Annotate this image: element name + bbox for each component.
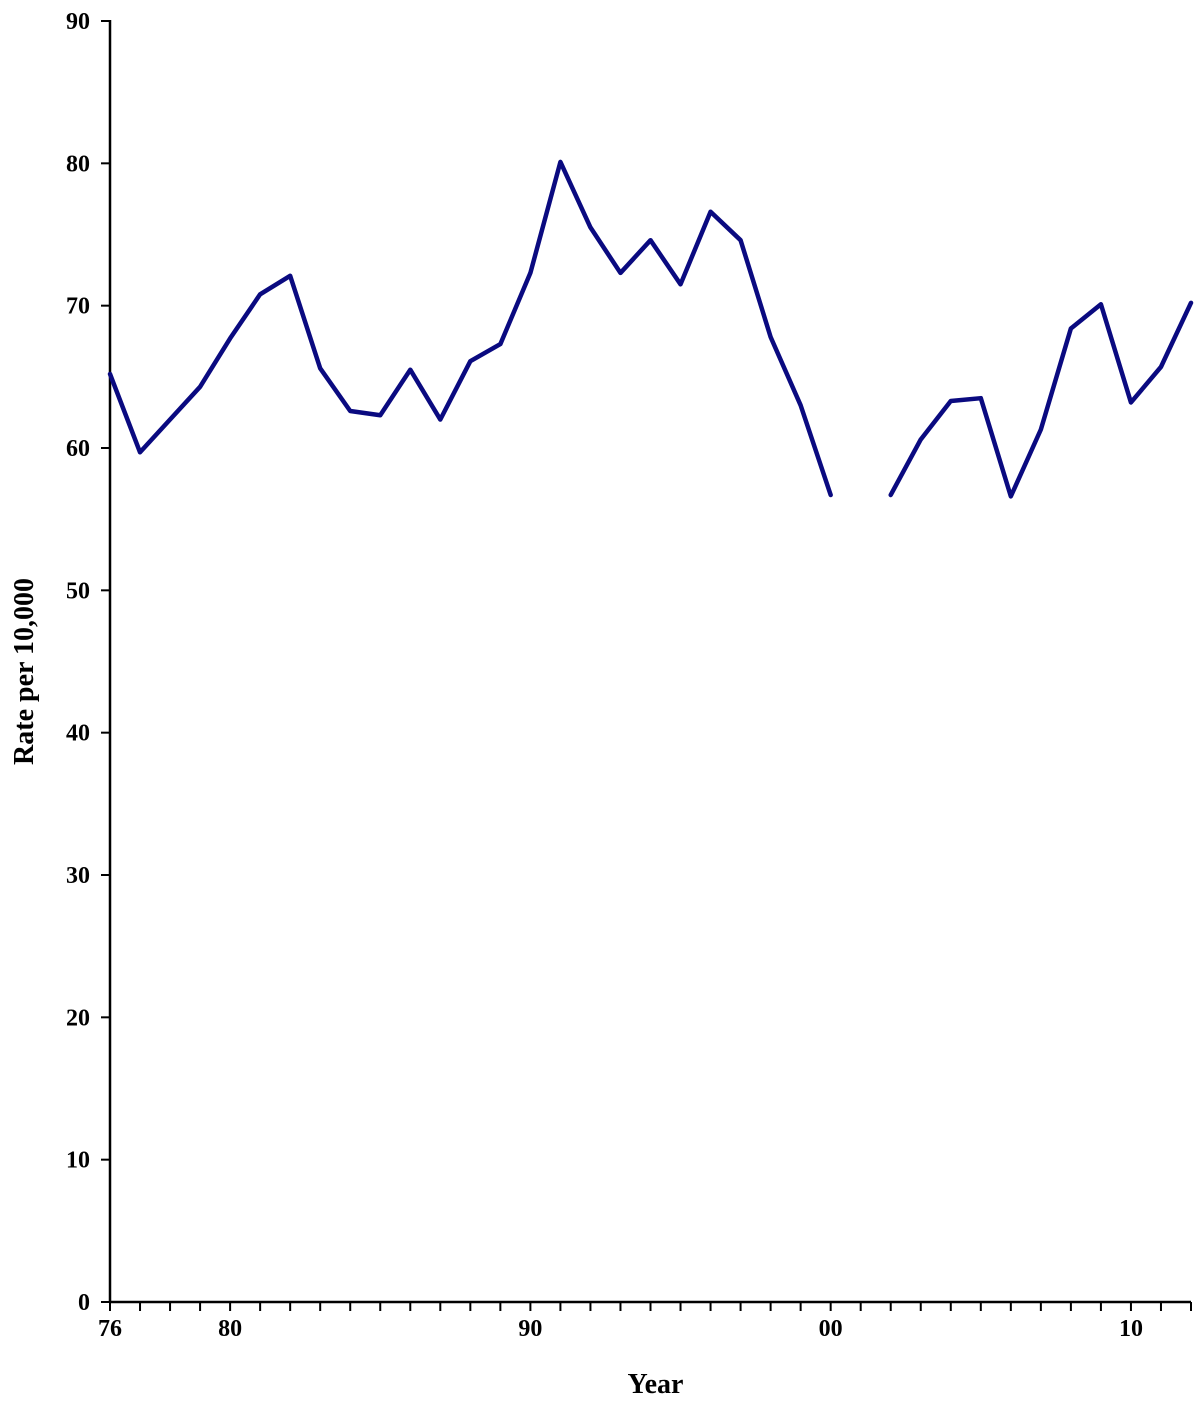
y-tick-label: 10 — [66, 1148, 90, 1174]
y-axis-ticks: 0 10 20 30 40 50 60 70 80 90 — [66, 9, 110, 1316]
y-tick-label: 60 — [66, 436, 90, 462]
x-axis-ticks: 76 80 90 00 10 — [98, 1302, 1192, 1342]
x-tick-label: 00 — [819, 1316, 843, 1342]
series-group — [107, 159, 1194, 499]
y-tick-label: 0 — [78, 1290, 90, 1316]
y-tick-label: 80 — [66, 151, 90, 177]
y-tick-label: 50 — [66, 578, 90, 604]
x-axis-title: Year — [628, 1369, 684, 1400]
y-tick-label: 20 — [66, 1005, 90, 1031]
x-tick-label: 10 — [1119, 1316, 1143, 1342]
y-axis-title: Rate per 10,000 — [9, 578, 40, 765]
x-tick-label: 76 — [98, 1316, 122, 1342]
x-tick-label: 90 — [518, 1316, 542, 1342]
y-tick-label: 90 — [66, 9, 90, 35]
x-tick-label: 80 — [218, 1316, 242, 1342]
y-tick-label: 40 — [66, 721, 90, 747]
y-tick-label: 70 — [66, 294, 90, 320]
series-line — [107, 159, 1194, 499]
y-tick-label: 30 — [66, 863, 90, 889]
